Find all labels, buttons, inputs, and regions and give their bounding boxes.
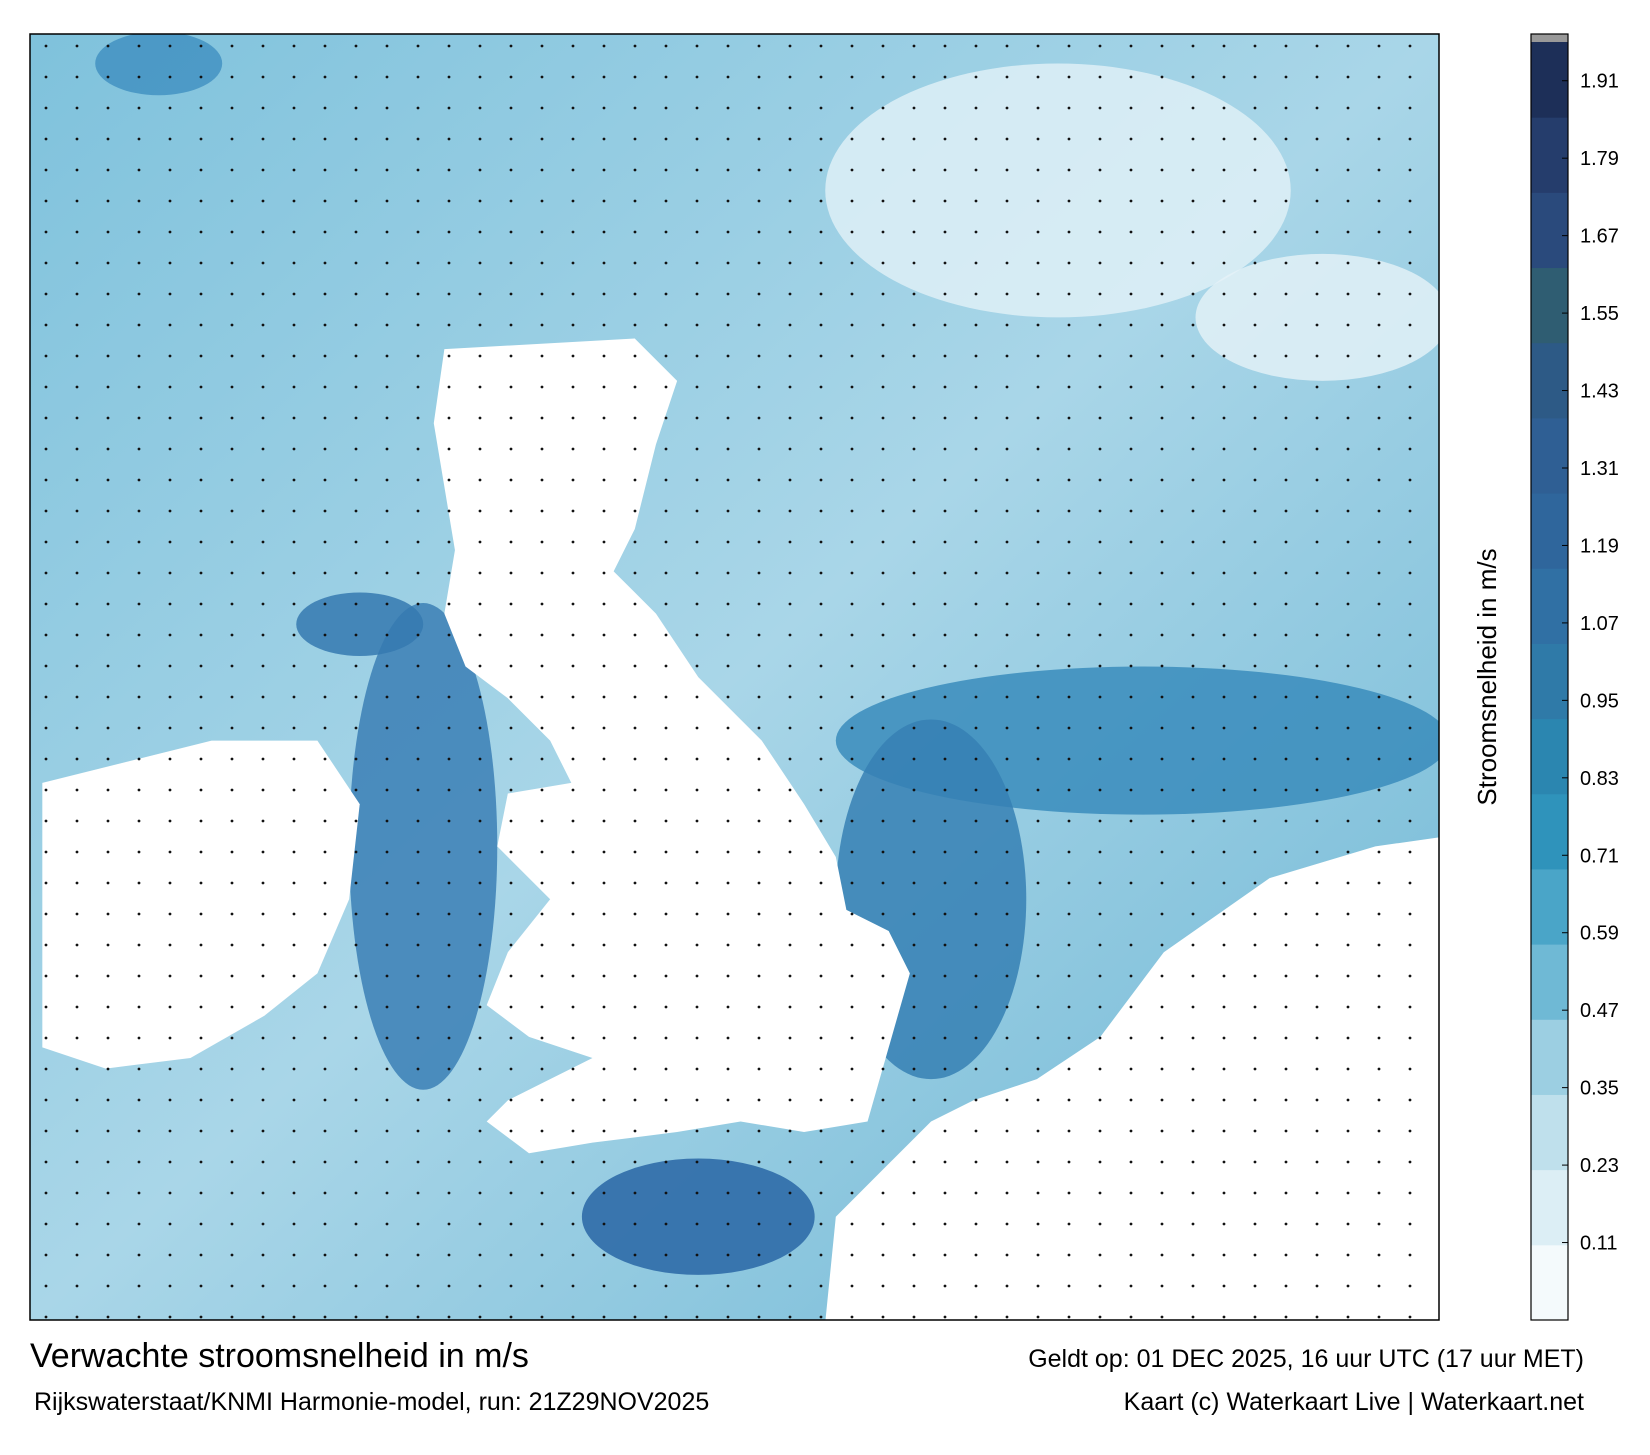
colorbar-tick-label: 0.47 — [1580, 1000, 1619, 1022]
colorbar-tick-label: 1.43 — [1580, 381, 1619, 403]
colorbar-tick-label: 1.79 — [1580, 148, 1619, 170]
colorbar-band — [1531, 1169, 1568, 1246]
colorbar-tick-label: 0.71 — [1580, 845, 1619, 867]
colorbar-band — [1531, 192, 1568, 269]
colorbar-frame — [1530, 33, 1569, 1321]
colorbar-tick-label: 1.31 — [1580, 458, 1619, 480]
colorbar-tick-label: 0.11 — [1580, 1233, 1617, 1255]
colorbar-tick-label: 1.55 — [1580, 303, 1619, 325]
colorbar-tick-label: 1.07 — [1580, 613, 1619, 635]
colorbar-band — [1531, 417, 1568, 494]
colorbar-band — [1531, 944, 1568, 1020]
colorbar-tick-label: 0.23 — [1580, 1155, 1619, 1177]
map-frame — [29, 33, 1440, 1321]
colorbar-band — [1531, 643, 1568, 720]
colorbar-band — [1531, 1244, 1568, 1321]
map-title: Verwachte stroomsnelheid in m/s — [30, 1337, 529, 1375]
colorbar-band — [1531, 868, 1568, 945]
colorbar-band — [1531, 718, 1568, 795]
colorbar-band — [1531, 42, 1568, 118]
colorbar-band — [1531, 1094, 1568, 1171]
colorbar-band — [1531, 342, 1568, 419]
colorbar-tick-label: 0.35 — [1580, 1078, 1619, 1100]
colorbar-tick-label: 0.95 — [1580, 690, 1619, 712]
valid-time: Geldt op: 01 DEC 2025, 16 uur UTC (17 uu… — [1028, 1345, 1584, 1373]
colorbar-label: Stroomsnelheid in m/s — [1472, 548, 1502, 805]
colorbar-band — [1531, 568, 1568, 644]
vector-grid — [30, 34, 1439, 1320]
colorbar-tick-label: 1.19 — [1580, 535, 1619, 557]
credit: Kaart (c) Waterkaart Live | Waterkaart.n… — [1124, 1388, 1584, 1416]
colorbar-band — [1531, 267, 1568, 344]
colorbar-tick-label: 1.67 — [1580, 226, 1619, 248]
colorbar: 0.11 0.23 0.35 0.47 0.59 0.71 0.83 0.95 1.07 1.19… — [1530, 33, 1619, 1321]
colorbar-band — [1531, 493, 1568, 569]
map-subtitle: Rijkswaterstaat/KNMI Harmonie-model, run… — [34, 1388, 709, 1416]
colorbar-tick-label: 0.83 — [1580, 768, 1619, 790]
colorbar-band — [1531, 1019, 1568, 1095]
colorbar-tick-label: 0.59 — [1580, 923, 1619, 945]
colorbar-cap — [1531, 34, 1568, 42]
map — [30, 34, 1439, 1320]
colorbar-band — [1531, 793, 1568, 870]
colorbar-band — [1531, 117, 1568, 193]
colorbar-tick-label: 1.91 — [1580, 71, 1619, 93]
